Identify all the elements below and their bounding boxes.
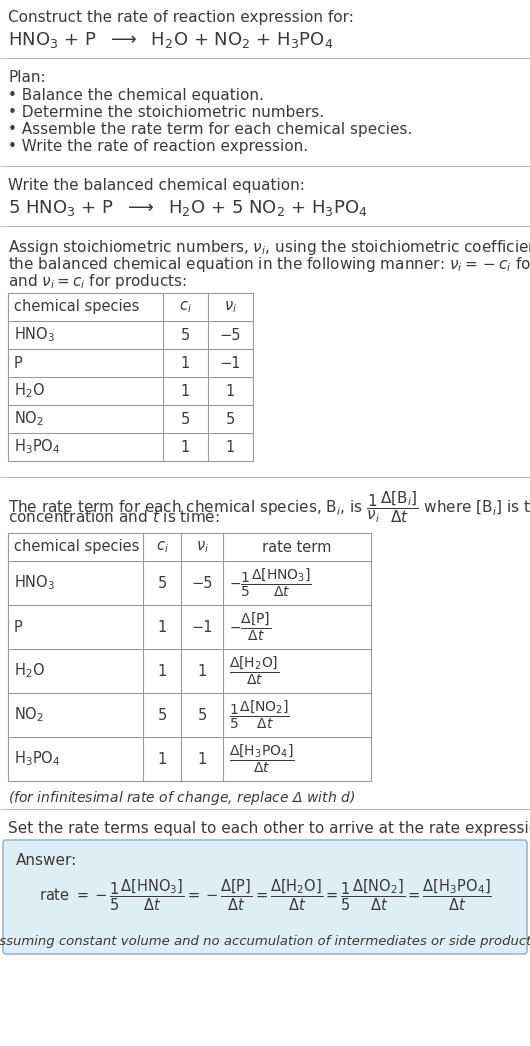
Text: H$_3$PO$_4$: H$_3$PO$_4$ <box>14 750 60 769</box>
Text: $-\dfrac{1}{5}\dfrac{\Delta[\mathrm{HNO_3}]}{\Delta t}$: $-\dfrac{1}{5}\dfrac{\Delta[\mathrm{HNO_… <box>229 567 312 599</box>
Text: Construct the rate of reaction expression for:: Construct the rate of reaction expressio… <box>8 10 354 25</box>
Text: 1: 1 <box>157 751 166 767</box>
Text: 1: 1 <box>225 439 235 455</box>
Text: 5: 5 <box>197 707 207 723</box>
Text: $-\dfrac{\Delta[\mathrm{P}]}{\Delta t}$: $-\dfrac{\Delta[\mathrm{P}]}{\Delta t}$ <box>229 611 271 643</box>
Text: 5: 5 <box>180 411 190 427</box>
Text: 5: 5 <box>157 575 166 591</box>
Text: Set the rate terms equal to each other to arrive at the rate expression:: Set the rate terms equal to each other t… <box>8 821 530 836</box>
Text: $c_i$: $c_i$ <box>179 299 191 315</box>
Text: • Balance the chemical equation.: • Balance the chemical equation. <box>8 88 264 103</box>
Text: 1: 1 <box>180 356 190 370</box>
Text: Write the balanced chemical equation:: Write the balanced chemical equation: <box>8 178 305 194</box>
Text: NO$_2$: NO$_2$ <box>14 410 44 429</box>
Text: 1: 1 <box>180 384 190 399</box>
Text: (for infinitesimal rate of change, replace Δ with $d$): (for infinitesimal rate of change, repla… <box>8 789 355 808</box>
Text: and $\nu_i = c_i$ for products:: and $\nu_i = c_i$ for products: <box>8 272 187 291</box>
Bar <box>8 293 253 461</box>
Text: Plan:: Plan: <box>8 70 46 85</box>
Text: −1: −1 <box>191 619 213 635</box>
Text: concentration and $t$ is time:: concentration and $t$ is time: <box>8 509 220 525</box>
Text: HNO$_3$: HNO$_3$ <box>14 573 55 592</box>
Text: −5: −5 <box>219 327 241 342</box>
Text: H$_2$O: H$_2$O <box>14 382 45 401</box>
Text: −1: −1 <box>219 356 241 370</box>
Text: $\dfrac{1}{5}\dfrac{\Delta[\mathrm{NO_2}]}{\Delta t}$: $\dfrac{1}{5}\dfrac{\Delta[\mathrm{NO_2}… <box>229 699 290 731</box>
Text: chemical species: chemical species <box>14 299 139 315</box>
Text: $\dfrac{\Delta[\mathrm{H_3PO_4}]}{\Delta t}$: $\dfrac{\Delta[\mathrm{H_3PO_4}]}{\Delta… <box>229 743 295 775</box>
Text: $\dfrac{\Delta[\mathrm{H_2O}]}{\Delta t}$: $\dfrac{\Delta[\mathrm{H_2O}]}{\Delta t}… <box>229 655 279 687</box>
Text: (assuming constant volume and no accumulation of intermediates or side products): (assuming constant volume and no accumul… <box>0 934 530 948</box>
Text: the balanced chemical equation in the following manner: $\nu_i = -c_i$ for react: the balanced chemical equation in the fo… <box>8 255 530 274</box>
Text: P: P <box>14 619 23 635</box>
Text: 1: 1 <box>180 439 190 455</box>
Text: 1: 1 <box>197 751 207 767</box>
Text: HNO$_3$ + P  $\longrightarrow$  H$_2$O + NO$_2$ + H$_3$PO$_4$: HNO$_3$ + P $\longrightarrow$ H$_2$O + N… <box>8 30 333 50</box>
Text: 5: 5 <box>157 707 166 723</box>
Text: $\nu_i$: $\nu_i$ <box>196 539 208 554</box>
FancyBboxPatch shape <box>3 840 527 954</box>
Text: Answer:: Answer: <box>16 852 77 868</box>
Text: rate $= -\dfrac{1}{5}\dfrac{\Delta[\mathrm{HNO_3}]}{\Delta t} = -\dfrac{\Delta[\: rate $= -\dfrac{1}{5}\dfrac{\Delta[\math… <box>39 878 491 913</box>
Text: 1: 1 <box>157 619 166 635</box>
Text: H$_3$PO$_4$: H$_3$PO$_4$ <box>14 437 60 456</box>
Text: $c_i$: $c_i$ <box>156 539 169 554</box>
Text: Assign stoichiometric numbers, $\nu_i$, using the stoichiometric coefficients, $: Assign stoichiometric numbers, $\nu_i$, … <box>8 238 530 257</box>
Text: • Determine the stoichiometric numbers.: • Determine the stoichiometric numbers. <box>8 105 324 120</box>
Text: −5: −5 <box>191 575 213 591</box>
Text: P: P <box>14 356 23 370</box>
Text: H$_2$O: H$_2$O <box>14 662 45 680</box>
Text: 1: 1 <box>197 663 207 679</box>
Text: The rate term for each chemical species, B$_i$, is $\dfrac{1}{\nu_i}\dfrac{\Delt: The rate term for each chemical species,… <box>8 488 530 525</box>
Text: • Write the rate of reaction expression.: • Write the rate of reaction expression. <box>8 139 308 154</box>
Text: $\nu_i$: $\nu_i$ <box>224 299 236 315</box>
Text: 1: 1 <box>225 384 235 399</box>
Text: 5 HNO$_3$ + P  $\longrightarrow$  H$_2$O + 5 NO$_2$ + H$_3$PO$_4$: 5 HNO$_3$ + P $\longrightarrow$ H$_2$O +… <box>8 198 368 218</box>
Text: • Assemble the rate term for each chemical species.: • Assemble the rate term for each chemic… <box>8 122 412 137</box>
Bar <box>8 533 371 781</box>
Text: 5: 5 <box>180 327 190 342</box>
Text: 5: 5 <box>225 411 235 427</box>
Text: NO$_2$: NO$_2$ <box>14 706 44 724</box>
Text: chemical species: chemical species <box>14 540 139 554</box>
Text: HNO$_3$: HNO$_3$ <box>14 325 55 344</box>
Text: 1: 1 <box>157 663 166 679</box>
Text: rate term: rate term <box>262 540 332 554</box>
